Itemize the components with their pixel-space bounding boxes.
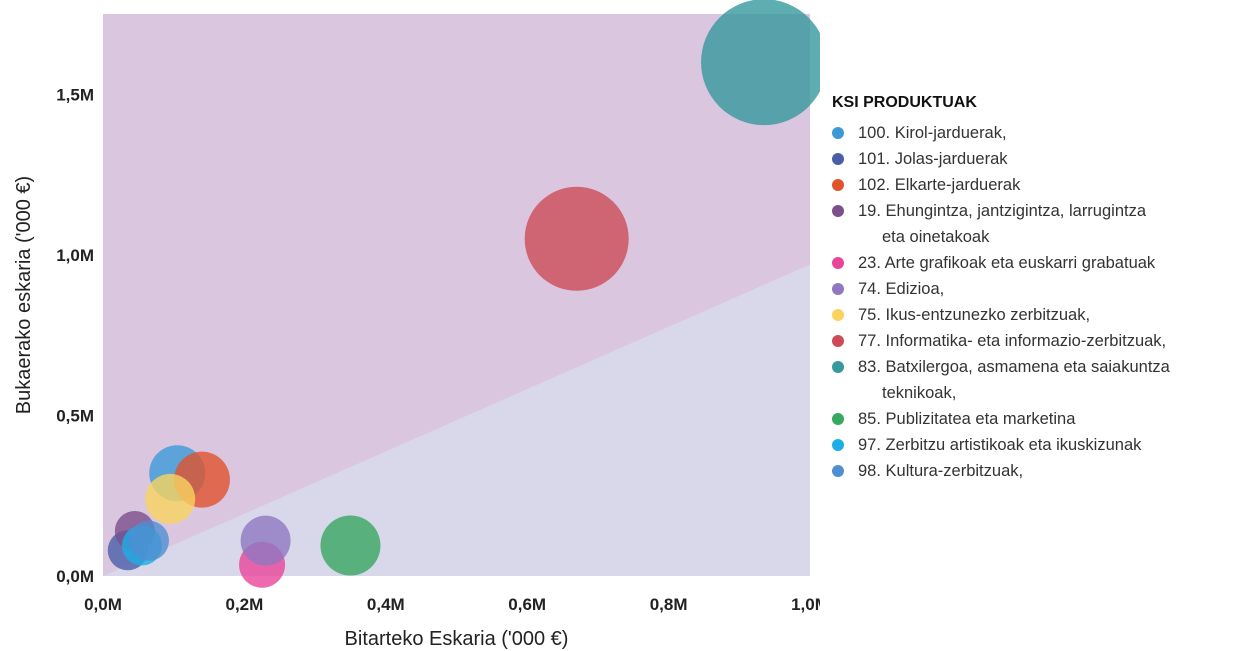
legend-label: 74. Edizioa, bbox=[858, 280, 945, 298]
legend-label: 77. Informatika- eta informazio-zerbitzu… bbox=[858, 332, 1167, 350]
x-tick-label: 0,0M bbox=[84, 595, 122, 614]
y-tick-label: 0,5M bbox=[56, 406, 94, 425]
legend-item: 97. Zerbitzu artistikoak eta ikuskizunak bbox=[832, 432, 1242, 458]
legend-label: 85. Publizitatea eta marketina bbox=[858, 410, 1076, 428]
bubble-7 bbox=[524, 186, 629, 291]
y-axis-ticks: 0,0M 0,5M 1,0M 1,5M bbox=[56, 85, 94, 586]
legend-swatch bbox=[832, 179, 844, 191]
legend-item: 23. Arte grafikoak eta euskarri grabatua… bbox=[832, 250, 1242, 276]
legend-item: 85. Publizitatea eta marketina bbox=[832, 406, 1242, 432]
legend-item: 75. Ikus-entzunezko zerbitzuak, bbox=[832, 302, 1242, 328]
legend-swatch bbox=[832, 309, 844, 321]
legend-swatch bbox=[832, 257, 844, 269]
x-tick-label: 0,4M bbox=[367, 595, 405, 614]
region-below-diagonal bbox=[103, 264, 810, 576]
legend-item: 100. Kirol-jarduerak, bbox=[832, 120, 1242, 146]
legend: KSI PRODUKTUAK 100. Kirol-jarduerak, 101.… bbox=[832, 94, 1242, 484]
legend-label: 101. Jolas-jarduerak bbox=[858, 150, 1008, 168]
legend-item: 77. Informatika- eta informazio-zerbitzu… bbox=[832, 328, 1242, 354]
y-tick-label: 0,0M bbox=[56, 567, 94, 586]
legend-item: 74. Edizioa, bbox=[832, 276, 1242, 302]
legend-swatch bbox=[832, 205, 844, 217]
legend-item: 19. Ehungintza, jantzigintza, larrugintz… bbox=[832, 198, 1242, 250]
legend-swatch bbox=[832, 465, 844, 477]
legend-label: 83. Batxilergoa, asmamena eta saiakuntza… bbox=[858, 358, 1170, 402]
legend-label: 102. Elkarte-jarduerak bbox=[858, 176, 1021, 194]
legend-label: 23. Arte grafikoak eta euskarri grabatua… bbox=[858, 254, 1156, 272]
bubble-9 bbox=[320, 515, 381, 576]
bubbles bbox=[107, 0, 820, 588]
legend-item: 101. Jolas-jarduerak bbox=[832, 146, 1242, 172]
legend-label: 98. Kultura-zerbitzuak, bbox=[858, 462, 1024, 480]
y-tick-label: 1,0M bbox=[56, 246, 94, 265]
bubble-11 bbox=[128, 520, 169, 561]
bubble-5 bbox=[240, 515, 291, 566]
bubble-8 bbox=[701, 0, 820, 126]
legend-label: 75. Ikus-entzunezko zerbitzuak, bbox=[858, 306, 1091, 324]
x-tick-label: 0,6M bbox=[508, 595, 546, 614]
bubble-6 bbox=[145, 473, 196, 524]
legend-swatch bbox=[832, 127, 844, 139]
legend-swatch bbox=[832, 439, 844, 451]
x-tick-label: 0,8M bbox=[650, 595, 688, 614]
legend-item: 98. Kultura-zerbitzuak, bbox=[832, 458, 1242, 484]
y-tick-label: 1,5M bbox=[56, 85, 94, 104]
x-axis-title: Bitarteko Eskaria ('000 €) bbox=[345, 628, 569, 650]
x-tick-label: 0,2M bbox=[226, 595, 264, 614]
legend-item: 102. Elkarte-jarduerak bbox=[832, 172, 1242, 198]
legend-title: KSI PRODUKTUAK bbox=[832, 94, 977, 111]
legend-swatch bbox=[832, 361, 844, 373]
legend-swatch bbox=[832, 335, 844, 347]
legend-swatch bbox=[832, 413, 844, 425]
x-tick-label: 1,0M bbox=[791, 595, 820, 614]
legend-items: 100. Kirol-jarduerak, 101. Jolas-jarduera… bbox=[832, 120, 1242, 484]
legend-label: 100. Kirol-jarduerak, bbox=[858, 124, 1007, 142]
scatter-chart: 0,0M 0,2M 0,4M 0,6M 0,8M 1,0M 0,0M 0,5M 1,0M 1,5… bbox=[13, 0, 820, 650]
legend-label: 97. Zerbitzu artistikoak eta ikuskizunak bbox=[858, 436, 1142, 454]
x-axis-ticks: 0,0M 0,2M 0,4M 0,6M 0,8M 1,0M bbox=[84, 595, 820, 614]
legend-swatch bbox=[832, 153, 844, 165]
y-axis-title: Bukaerako eskaria ('000 €) bbox=[13, 176, 35, 414]
legend-swatch bbox=[832, 283, 844, 295]
legend-item: 83. Batxilergoa, asmamena eta saiakuntza… bbox=[832, 354, 1242, 406]
legend-label: 19. Ehungintza, jantzigintza, larrugintz… bbox=[858, 202, 1147, 246]
